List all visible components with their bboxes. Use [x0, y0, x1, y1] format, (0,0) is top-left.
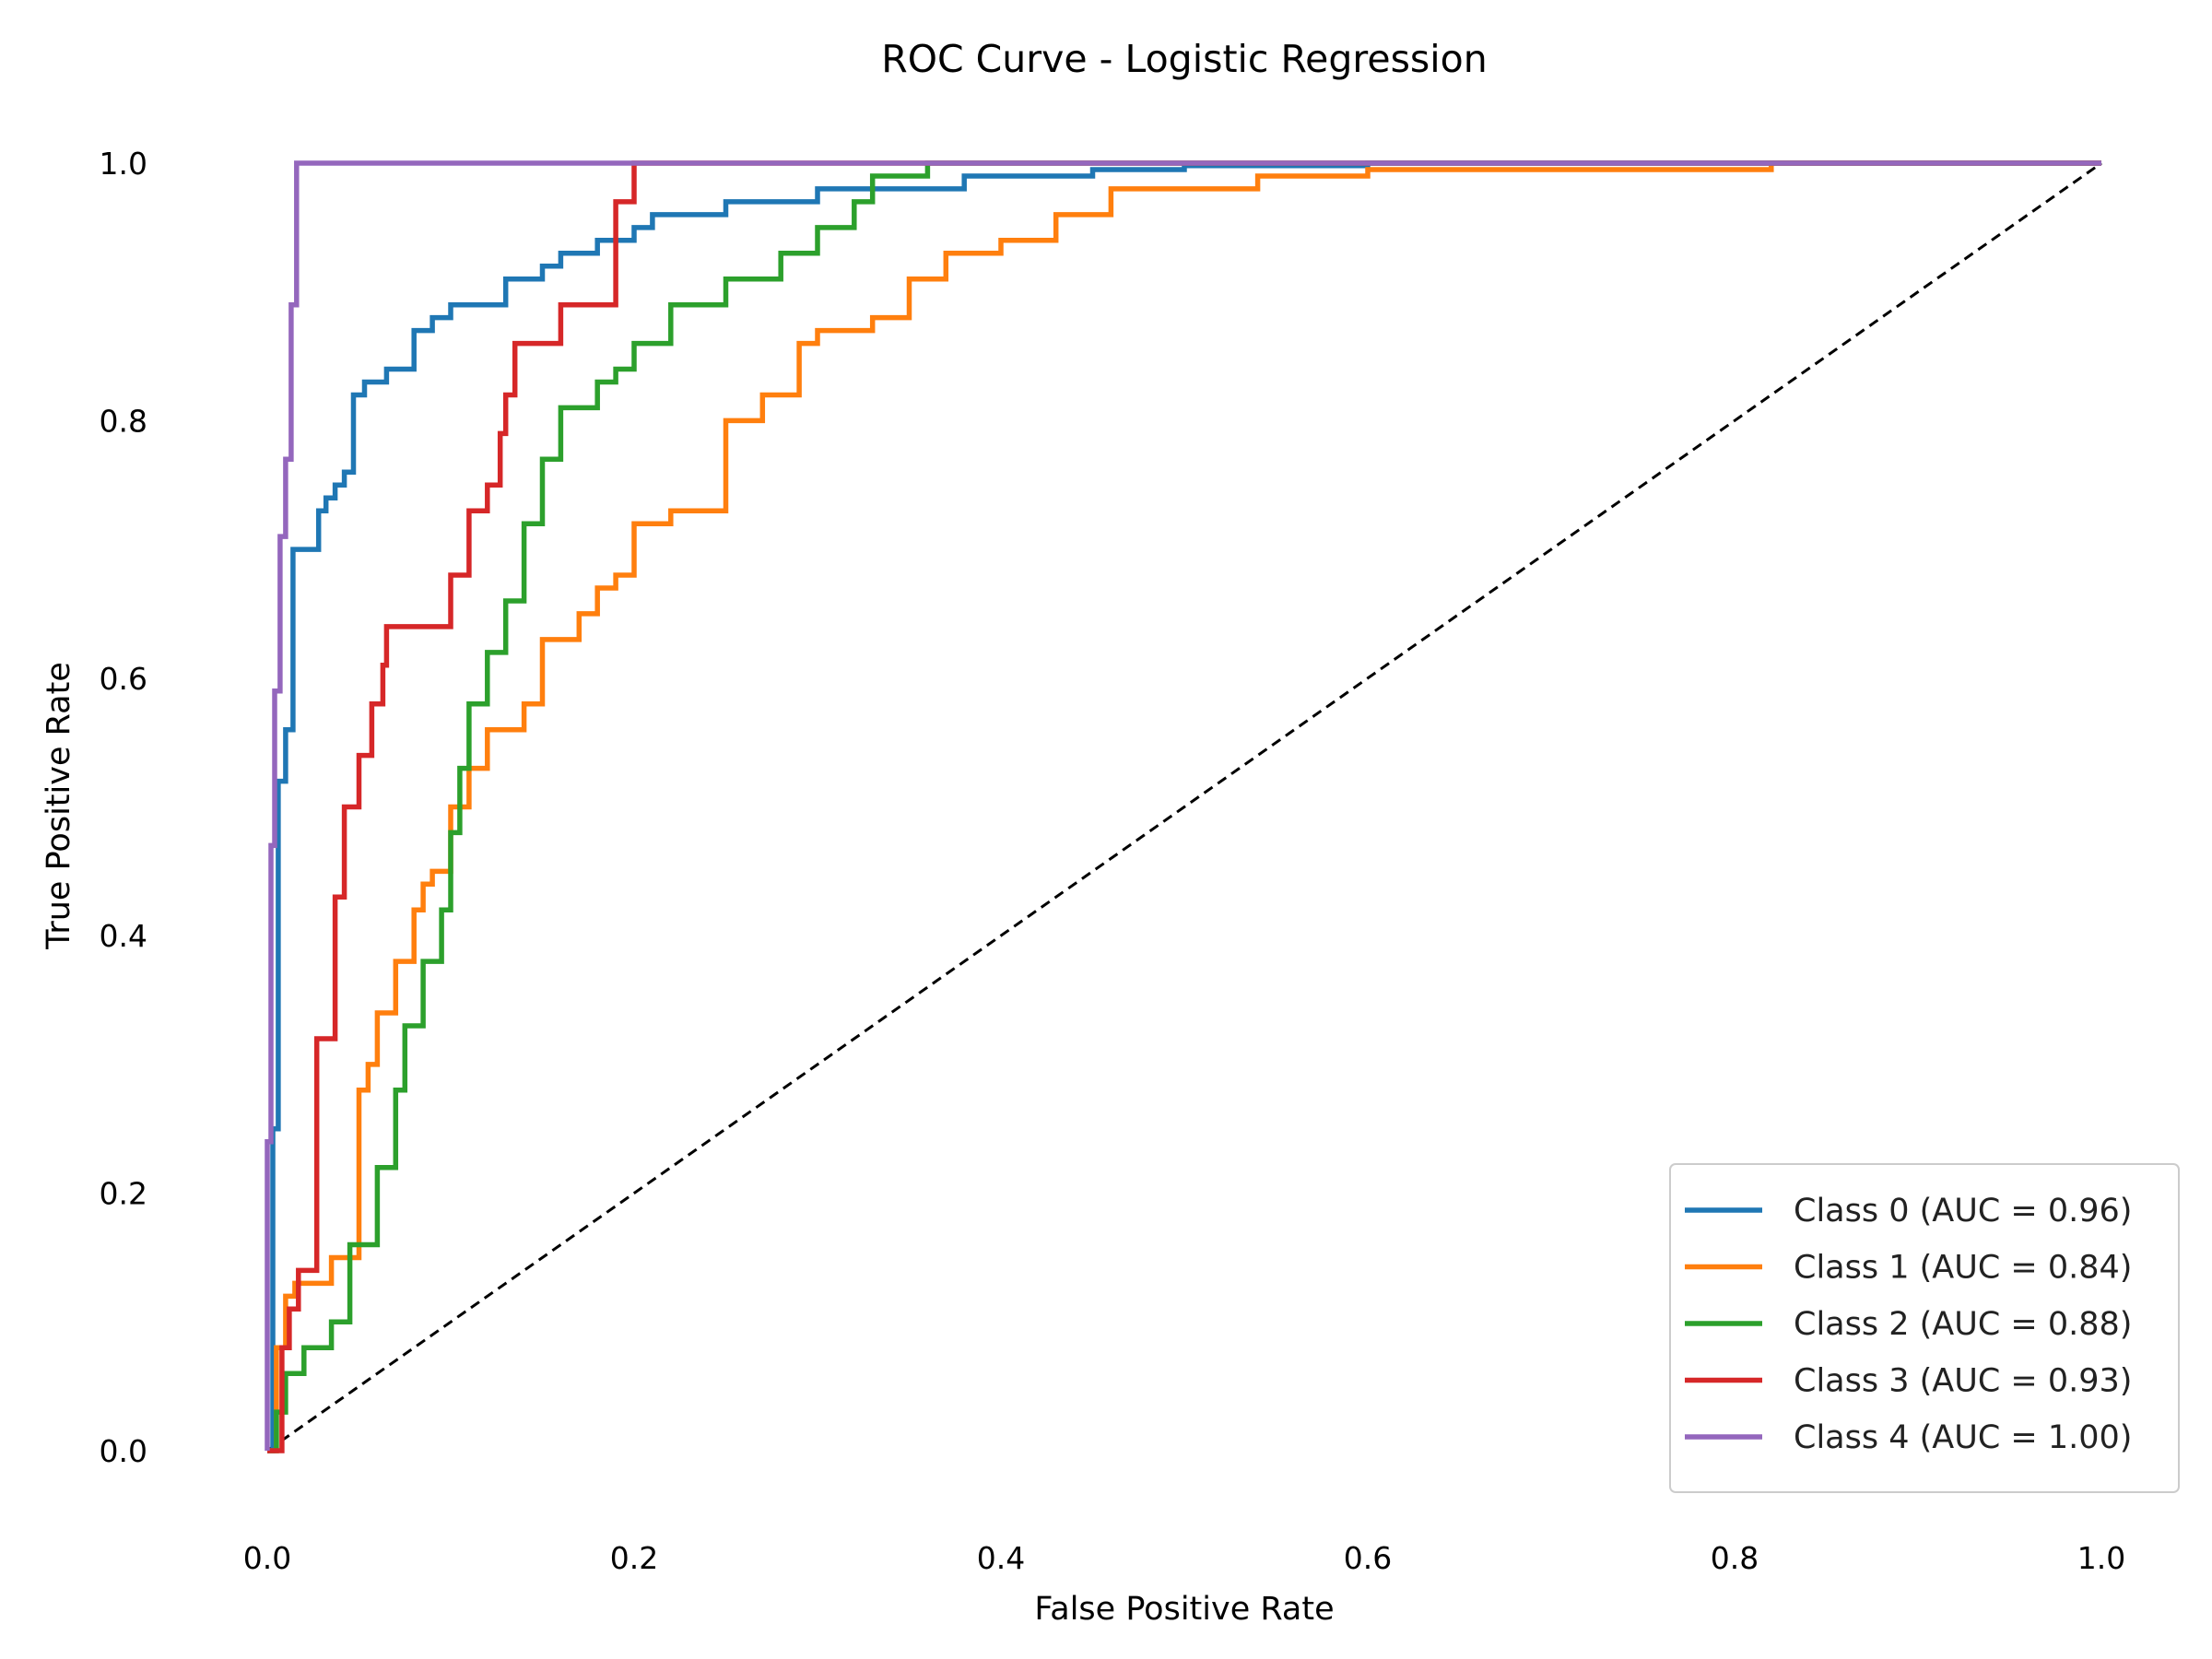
y-tick-label: 0.4 [100, 918, 147, 954]
series-line-class-2 [267, 160, 2101, 1453]
x-axis-label: False Positive Rate [1034, 1591, 1334, 1628]
y-tick-label: 1.0 [100, 146, 147, 182]
diagonal-reference-line [266, 161, 2102, 1453]
x-tick-label: 1.0 [2077, 1540, 2125, 1576]
x-tick-label: 0.8 [1711, 1540, 1759, 1576]
x-tick-label: 0.4 [977, 1540, 1025, 1576]
y-tick-label: 0.8 [100, 403, 147, 439]
series-line-class-3 [267, 160, 2101, 1453]
plot-area [265, 160, 2102, 1453]
y-tick-label: 0.2 [100, 1176, 147, 1212]
chart-title: ROC Curve - Logistic Regression [881, 37, 1488, 81]
y-axis-label: True Positive Rate [41, 662, 77, 950]
x-tick-labels: 0.0 0.2 0.4 0.6 0.8 1.0 [243, 1540, 2125, 1576]
y-tick-label: 0.6 [100, 661, 147, 697]
y-tick-labels: 0.0 0.2 0.4 0.6 0.8 1.0 [100, 146, 147, 1469]
series-line-class-4 [265, 160, 2101, 1451]
legend: Class 0 (AUC = 0.96) Class 1 (AUC = 0.84)… [1669, 1163, 2180, 1493]
legend-entry-label: Class 3 (AUC = 0.93) [1794, 1363, 2132, 1400]
series-line-class-1 [267, 160, 2101, 1453]
legend-entry-label: Class 2 (AUC = 0.88) [1794, 1306, 2132, 1343]
legend-entry-label: Class 4 (AUC = 1.00) [1794, 1419, 2132, 1456]
legend-entry-label: Class 1 (AUC = 0.84) [1794, 1250, 2132, 1287]
legend-box [1669, 1163, 2180, 1493]
series-line-class-0 [267, 160, 2101, 1453]
legend-entry-label: Class 0 (AUC = 0.96) [1794, 1193, 2132, 1230]
x-tick-label: 0.2 [610, 1540, 658, 1576]
x-tick-label: 0.0 [243, 1540, 291, 1576]
x-tick-label: 0.6 [1344, 1540, 1392, 1576]
y-tick-label: 0.0 [100, 1433, 147, 1469]
